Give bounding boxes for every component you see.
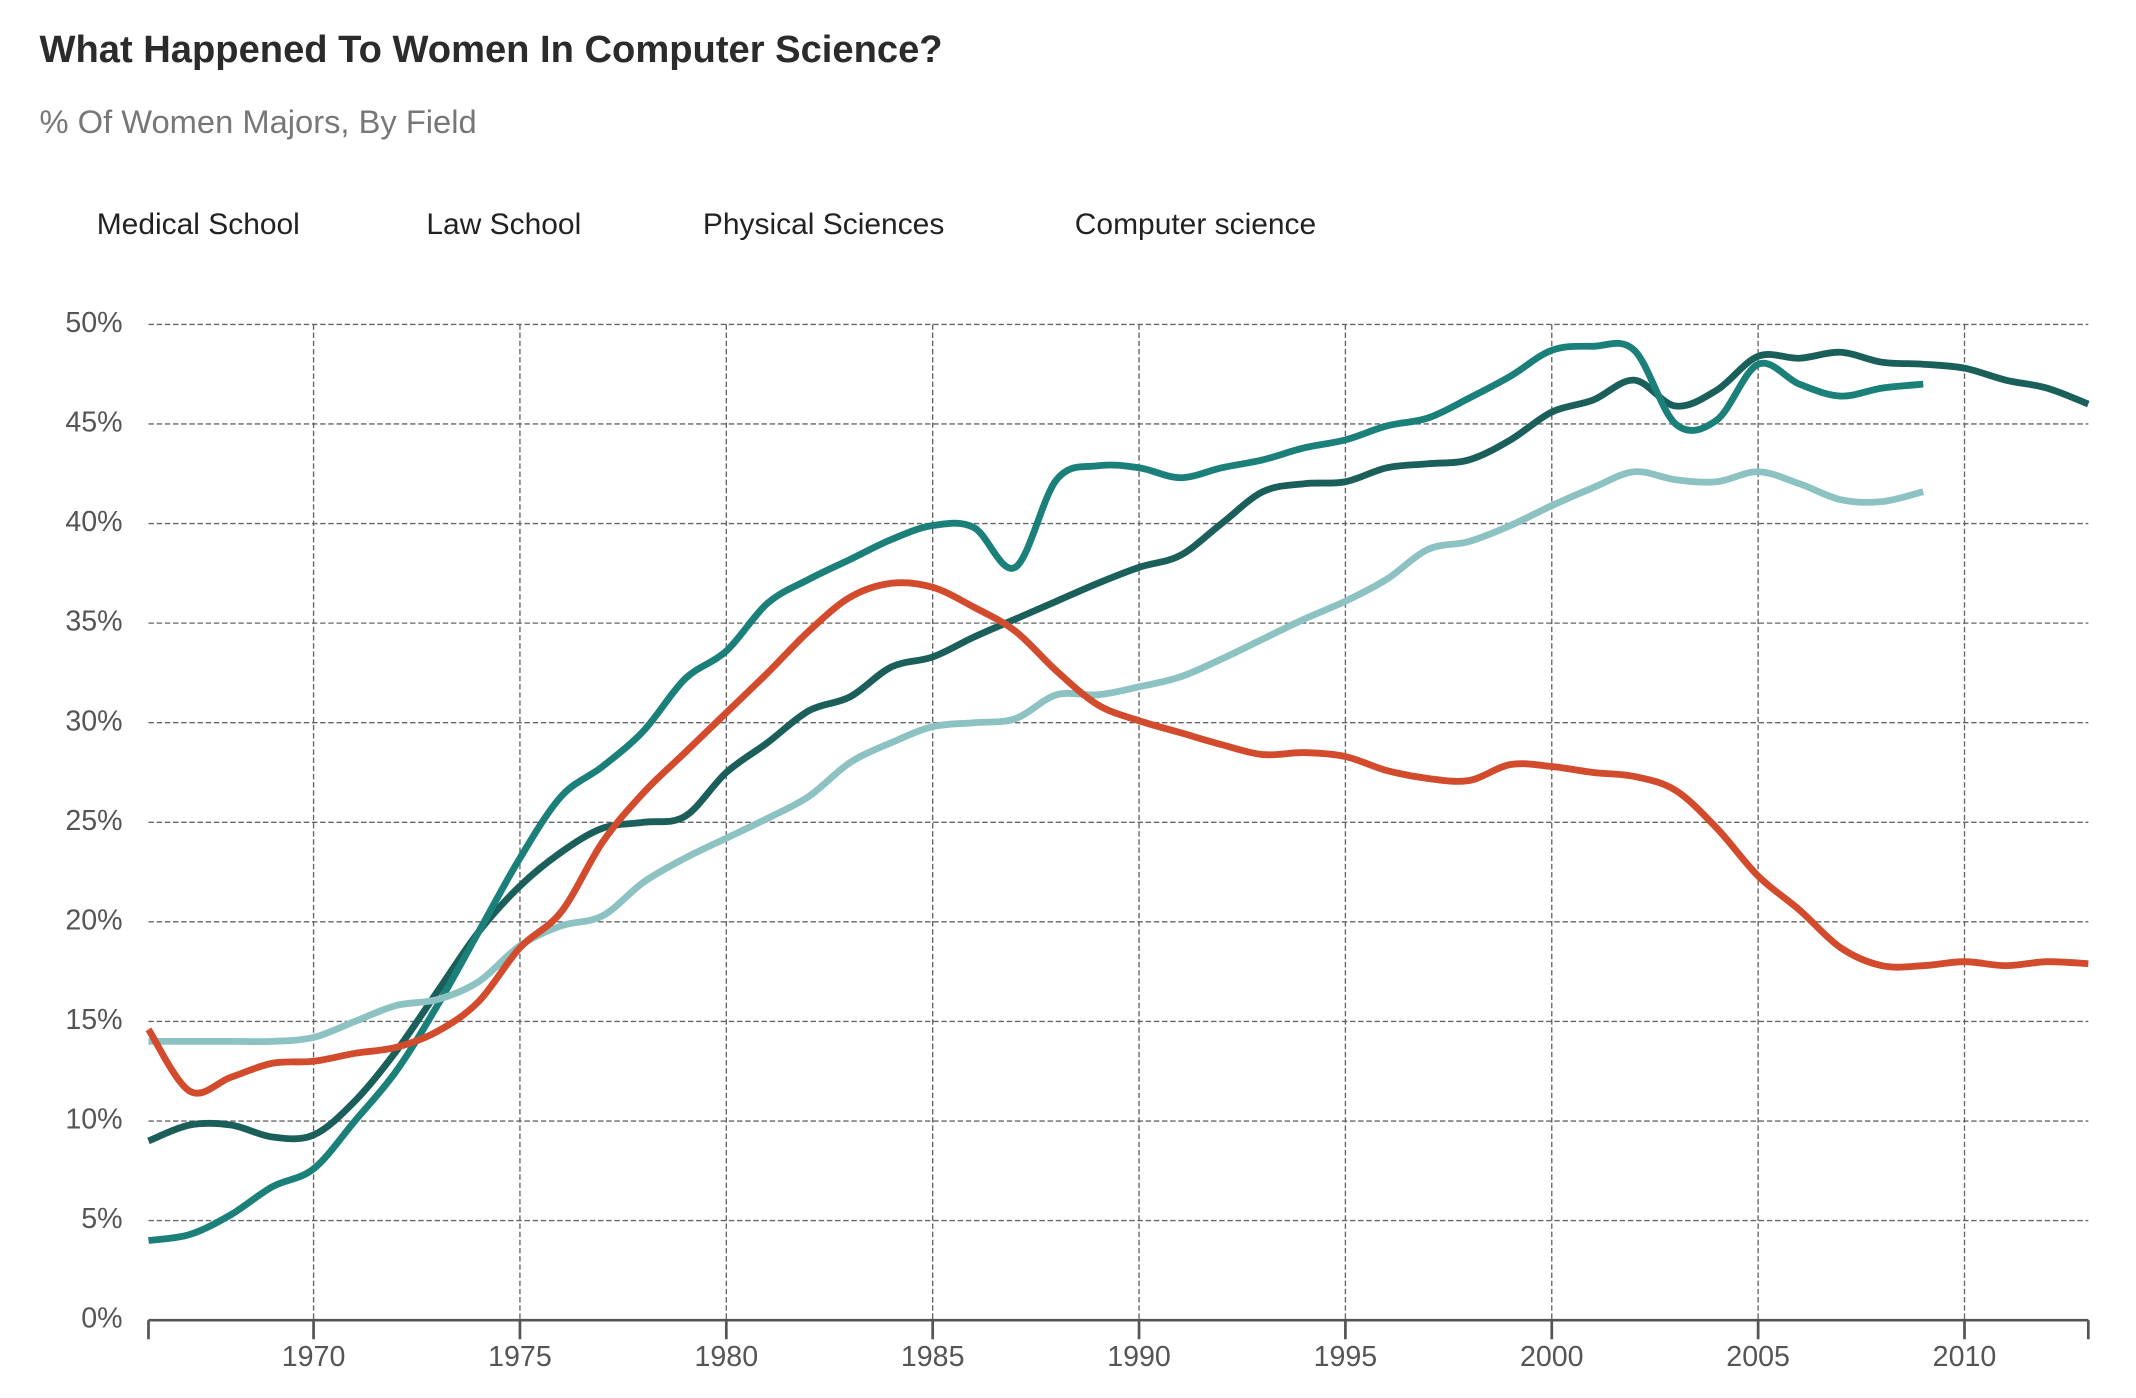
x-tick-label: 1995 [1314,1341,1378,1373]
x-tick-label: 1970 [282,1341,346,1373]
y-tick-label: 0% [81,1303,122,1335]
legend-label: Physical Sciences [703,208,944,241]
x-tick-label: 1985 [901,1341,965,1373]
x-tick-label: 1990 [1107,1341,1171,1373]
legend-label: Computer science [1075,208,1316,241]
y-tick-label: 10% [65,1104,122,1136]
x-tick-label: 2000 [1520,1341,1584,1373]
y-tick-label: 50% [65,307,122,339]
y-tick-label: 20% [65,904,122,936]
line-series [148,468,1925,1046]
y-tick-label: 5% [81,1203,122,1235]
x-tick-label: 1975 [488,1341,552,1373]
line-series [145,579,2089,1097]
y-tick-label: 30% [65,705,122,737]
chart-subtitle: % Of Women Majors, By Field [40,103,477,140]
legend-label: Medical School [97,208,300,241]
x-tick-label: 2010 [1933,1341,1997,1373]
x-tick-label: 1980 [694,1341,758,1373]
y-tick-label: 45% [65,407,122,439]
y-tick-label: 40% [65,506,122,538]
chart-title: What Happened To Women In Computer Scien… [40,28,943,71]
y-tick-label: 35% [65,606,122,638]
y-tick-label: 15% [65,1004,122,1036]
legend-label: Law School [426,208,581,241]
x-tick-label: 2005 [1726,1341,1790,1373]
y-tick-label: 25% [65,805,122,837]
line-series [147,348,2090,1145]
